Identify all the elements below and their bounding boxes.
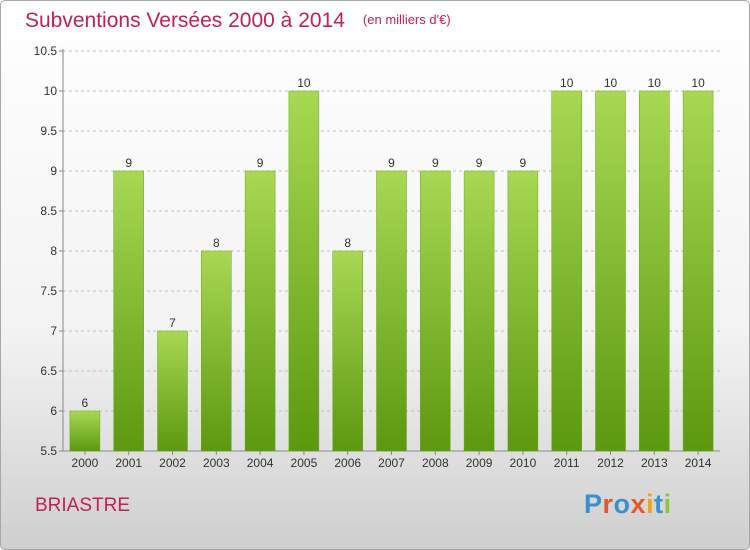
y-tick-label: 10 [44, 84, 58, 98]
logo-letter: x [630, 489, 647, 519]
bar-value-label: 8 [213, 236, 220, 250]
x-tick-label: 2011 [554, 456, 580, 470]
proxiti-logo: Proxiti [584, 489, 672, 520]
bar-value-label: 10 [648, 76, 662, 90]
x-tick-label: 2014 [685, 456, 712, 470]
x-tick-label: 2007 [378, 456, 405, 470]
bar-value-label: 6 [82, 396, 89, 410]
bar [332, 250, 363, 452]
x-tick-label: 2004 [247, 456, 274, 470]
bar [376, 170, 407, 452]
bar-value-label: 10 [604, 76, 618, 90]
x-tick-label: 2013 [641, 456, 668, 470]
bar [507, 170, 539, 452]
y-tick-label: 7.5 [40, 284, 57, 298]
bar [288, 90, 320, 452]
x-tick-label: 2009 [466, 456, 493, 470]
bar [244, 170, 276, 452]
logo-letter: i [646, 489, 655, 519]
x-tick-label: 2008 [422, 456, 449, 470]
title-row: Subventions Versées 2000 à 2014 (en mill… [25, 9, 451, 33]
x-tick-label: 2003 [203, 456, 230, 470]
bar-value-label: 8 [344, 236, 351, 250]
y-tick-label: 5.5 [40, 444, 57, 458]
x-tick-label: 2000 [72, 456, 99, 470]
logo-letter: i [663, 489, 672, 519]
bar-value-label: 9 [520, 156, 527, 170]
y-tick-label: 10.5 [34, 44, 58, 58]
bar [157, 330, 188, 452]
commune-name: BRIASTRE [35, 495, 131, 516]
bar-value-label: 10 [297, 76, 311, 90]
bar [551, 90, 582, 452]
bar-value-label: 10 [560, 76, 574, 90]
logo-letter: P [584, 489, 603, 519]
x-tick-label: 2010 [510, 456, 537, 470]
bar-value-label: 7 [169, 316, 176, 330]
y-tick-label: 9 [50, 164, 57, 178]
x-tick-label: 2012 [597, 456, 624, 470]
bar [639, 90, 670, 452]
bar [595, 90, 626, 452]
bar [682, 90, 714, 452]
bar [463, 170, 495, 452]
bar [69, 410, 101, 452]
bar-value-label: 9 [388, 156, 395, 170]
bar-value-label: 9 [476, 156, 483, 170]
y-tick-label: 8 [50, 244, 57, 258]
y-tick-label: 7 [50, 324, 57, 338]
bar-value-label: 9 [125, 156, 132, 170]
y-tick-label: 6 [50, 404, 57, 418]
logo-letter: r [602, 489, 614, 519]
x-tick-label: 2001 [115, 456, 142, 470]
x-tick-label: 2002 [159, 456, 186, 470]
bar-value-label: 9 [257, 156, 264, 170]
chart-title: Subventions Versées 2000 à 2014 [25, 9, 345, 32]
unit-note: (en milliers d'€) [362, 12, 451, 27]
x-tick-label: 2006 [334, 456, 361, 470]
bar-value-label: 10 [691, 76, 705, 90]
bar [113, 170, 144, 452]
logo-letter: t [654, 489, 664, 519]
bar-value-label: 9 [432, 156, 439, 170]
y-tick-label: 8.5 [40, 204, 57, 218]
bar [420, 170, 451, 452]
y-tick-label: 6.5 [40, 364, 57, 378]
x-tick-label: 2005 [291, 456, 318, 470]
bar [201, 250, 232, 452]
y-tick-label: 9.5 [40, 124, 57, 138]
logo-letter: o [613, 489, 631, 519]
